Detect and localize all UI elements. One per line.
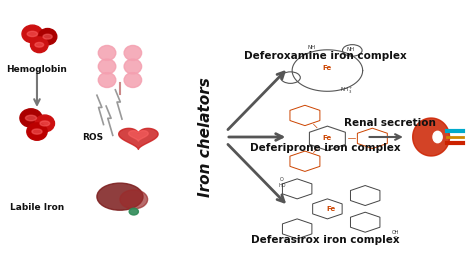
Ellipse shape <box>32 129 42 134</box>
Text: Hemoglobin: Hemoglobin <box>7 65 67 74</box>
Ellipse shape <box>129 208 138 215</box>
Ellipse shape <box>26 115 36 121</box>
Ellipse shape <box>27 123 47 140</box>
Ellipse shape <box>124 73 142 87</box>
Ellipse shape <box>124 45 142 60</box>
Ellipse shape <box>38 28 57 45</box>
Ellipse shape <box>433 131 442 143</box>
Text: Deferiprone iron complex: Deferiprone iron complex <box>250 143 401 153</box>
Ellipse shape <box>97 183 143 210</box>
Text: NH$_3^+$: NH$_3^+$ <box>340 86 354 96</box>
Text: Deferoxamine iron complex: Deferoxamine iron complex <box>244 51 407 61</box>
Text: Renal secretion: Renal secretion <box>344 118 436 127</box>
Ellipse shape <box>35 115 55 132</box>
Text: O
HO: O HO <box>278 177 286 188</box>
Text: Iron chelators: Iron chelators <box>198 77 213 197</box>
Text: Fe: Fe <box>323 135 332 141</box>
Ellipse shape <box>120 190 147 209</box>
Ellipse shape <box>124 59 142 74</box>
Text: Fe: Fe <box>323 65 332 71</box>
Ellipse shape <box>98 45 116 60</box>
Polygon shape <box>118 128 158 149</box>
Ellipse shape <box>98 73 116 87</box>
Polygon shape <box>413 118 449 156</box>
Text: Fe: Fe <box>327 206 336 212</box>
Ellipse shape <box>30 37 48 53</box>
Text: ROS: ROS <box>82 133 103 141</box>
Ellipse shape <box>98 59 116 74</box>
Ellipse shape <box>40 121 50 126</box>
Polygon shape <box>128 131 148 141</box>
Text: NH: NH <box>308 45 316 50</box>
Ellipse shape <box>20 109 42 127</box>
Text: Deferasirox iron complex: Deferasirox iron complex <box>251 235 400 245</box>
Ellipse shape <box>27 31 37 37</box>
Ellipse shape <box>22 25 43 43</box>
Ellipse shape <box>43 34 52 39</box>
Text: OH
O: OH O <box>392 230 399 241</box>
Text: NH: NH <box>347 47 355 52</box>
Ellipse shape <box>35 42 44 47</box>
Text: Labile Iron: Labile Iron <box>10 203 64 212</box>
